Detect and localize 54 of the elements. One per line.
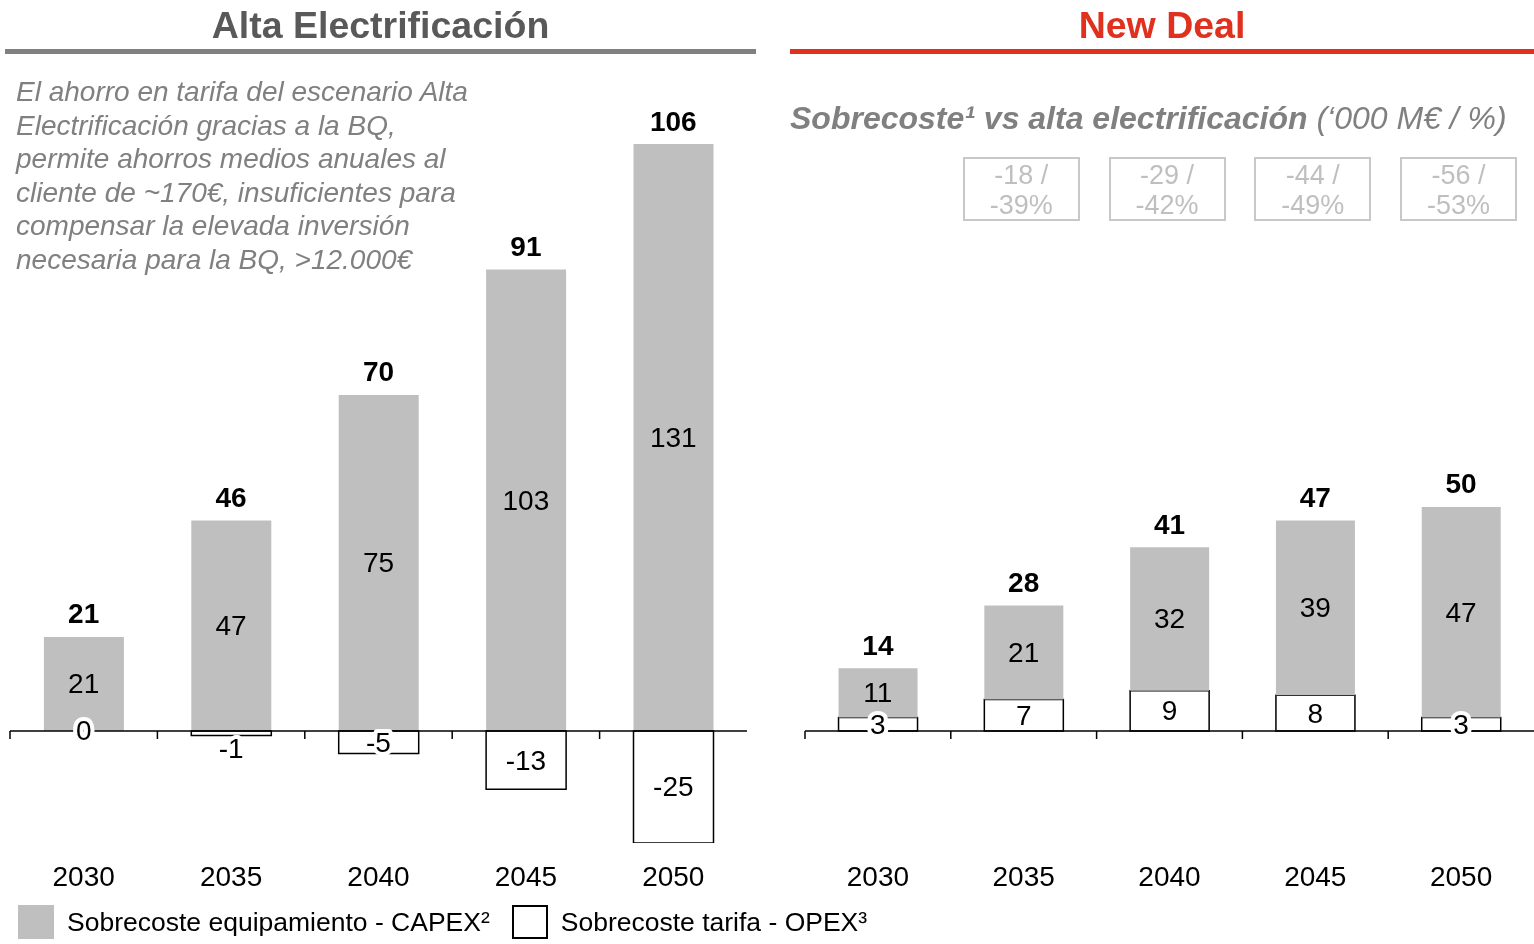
x-tick-label: 2045 <box>1284 860 1347 892</box>
chart-title: New Deal <box>1078 4 1246 46</box>
note-box: -44 / -49% <box>1254 157 1372 221</box>
data-label: -13 <box>505 744 547 776</box>
data-label: 21 <box>1008 637 1040 669</box>
bar <box>191 520 272 731</box>
legend-label: Sobrecoste equipamiento - CAPEX² <box>67 906 490 938</box>
x-tick-label: 2040 <box>1138 860 1201 892</box>
x-tick-label: 2030 <box>846 860 910 892</box>
total-label: 21 <box>68 598 100 630</box>
data-label: -5 <box>366 726 391 758</box>
total-label: 106 <box>649 105 697 137</box>
x-tick-label: 2035 <box>992 860 1055 892</box>
data-label: -1 <box>218 732 244 764</box>
x-tick-label: 2050 <box>1429 860 1493 892</box>
x-tick-label: 2045 <box>494 860 558 892</box>
bar <box>984 605 1064 700</box>
data-label: 32 <box>1153 603 1186 635</box>
note-box: -29 / -42% <box>1108 157 1226 221</box>
chart-title: Alta Electrificación <box>211 4 550 46</box>
total-label: 91 <box>510 230 542 262</box>
total-label: 41 <box>1153 508 1186 540</box>
data-label: 103 <box>502 484 550 516</box>
total-label: 50 <box>1445 468 1477 500</box>
data-label: 21 <box>68 668 100 700</box>
bar <box>1275 520 1355 696</box>
data-label: -25 <box>653 771 694 803</box>
total-label: 28 <box>1008 567 1040 599</box>
legend-label: Sobrecoste tarifa - OPEX³ <box>560 906 868 938</box>
total-label: 47 <box>1299 481 1331 513</box>
x-tick-label: 2040 <box>347 860 410 892</box>
total-label: 14 <box>862 629 894 661</box>
data-label: 39 <box>1299 592 1331 624</box>
note-box: -56 / -53% <box>1400 157 1518 221</box>
total-label: 46 <box>215 481 247 513</box>
x-tick-label: 2050 <box>642 860 705 892</box>
x-tick-label: 2035 <box>199 860 263 892</box>
bar <box>633 144 714 731</box>
data-label: 9 <box>1161 695 1178 727</box>
bar <box>1130 547 1210 691</box>
data-label: 11 <box>863 677 893 709</box>
total-label: 70 <box>362 356 395 388</box>
note-box: -18 / -39% <box>962 157 1080 221</box>
x-tick-label: 2030 <box>52 860 115 892</box>
data-label: 8 <box>1307 697 1324 729</box>
data-label: 47 <box>1445 596 1477 628</box>
data-label: 47 <box>215 610 247 642</box>
data-label: 131 <box>649 421 697 453</box>
bar <box>486 269 567 731</box>
chart-subtitle: Sobrecoste¹ vs alta electrificación (‘000 M€ / %) <box>790 100 1507 136</box>
annotation: El ahorro en tarifa del escenario Alta Electrificación gracias a la BQ, permite ahorros medios anuales al cliente de ~170€, insuficientes para compensar la elevada inversión necesaria para la BQ, >12.000€ <box>16 76 468 275</box>
data-label: 7 <box>1015 699 1032 731</box>
bar <box>338 394 419 731</box>
data-label: 75 <box>362 547 395 579</box>
